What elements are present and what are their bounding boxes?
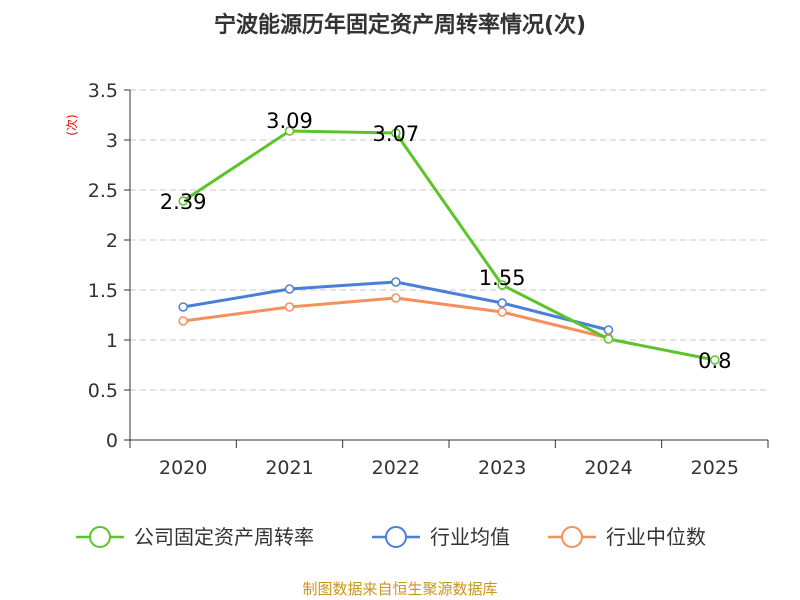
series-line-0	[182, 129, 716, 362]
data-point	[391, 277, 401, 287]
series-line-2	[182, 296, 609, 340]
x-tick-label: 2024	[584, 457, 632, 479]
data-point	[603, 325, 614, 335]
data-label: 3.09	[266, 109, 313, 133]
legend-label: 行业均值	[430, 525, 510, 549]
data-label: 0.8	[698, 349, 731, 373]
y-tick-label: 3.5	[88, 80, 118, 102]
data-point	[391, 128, 401, 138]
data-point	[178, 302, 188, 312]
legend-swatch-marker	[561, 526, 583, 548]
data-point	[178, 316, 188, 326]
data-point	[391, 293, 401, 303]
data-point	[710, 355, 720, 365]
source-note: 制图数据来自恒生聚源数据库	[302, 580, 497, 598]
y-axis-unit: (次)	[65, 114, 79, 135]
data-label: 1.55	[479, 266, 526, 290]
x-tick-label: 2025	[691, 457, 739, 479]
data-label: 2.39	[160, 190, 207, 214]
legend: 公司固定资产周转率 行业均值 行业中位数	[76, 525, 706, 549]
x-tick-label: 2023	[478, 457, 526, 479]
y-tick-label: 1.5	[88, 280, 118, 302]
data-label: 3.07	[372, 122, 419, 146]
grid-lines	[130, 89, 768, 391]
legend-label: 公司固定资产周转率	[134, 525, 314, 549]
data-point	[497, 307, 507, 317]
data-point	[178, 196, 188, 206]
legend-swatch-marker	[89, 526, 111, 548]
chart-title: 宁波能源历年固定资产周转率情况(次)	[214, 12, 586, 38]
y-tick-label: 3	[106, 130, 118, 152]
y-tick-label: 1	[106, 330, 118, 352]
series-lines	[178, 126, 720, 365]
y-tick-label: 0	[106, 430, 118, 452]
data-point	[284, 284, 295, 294]
y-tick-label: 2	[106, 230, 118, 252]
y-tick-label: 0.5	[88, 380, 118, 402]
legend-label: 行业中位数	[606, 525, 706, 549]
x-tick-label: 2021	[265, 457, 313, 479]
x-tick-label: 2022	[372, 457, 420, 479]
legend-swatch-marker	[385, 526, 407, 548]
y-tick-label: 2.5	[88, 180, 118, 202]
data-point	[284, 126, 295, 136]
data-labels: 2.39 3.09 3.07 1.55 0.8	[160, 109, 732, 373]
data-point	[497, 280, 507, 290]
data-point	[497, 298, 507, 308]
x-tick-label: 2020	[159, 457, 207, 479]
data-point	[603, 334, 614, 344]
axes: 0 0.5 1 1.5 2 2.5 3 3.5 2020 2021 2022 2023 2024 2025	[88, 80, 769, 479]
data-point	[284, 302, 295, 312]
